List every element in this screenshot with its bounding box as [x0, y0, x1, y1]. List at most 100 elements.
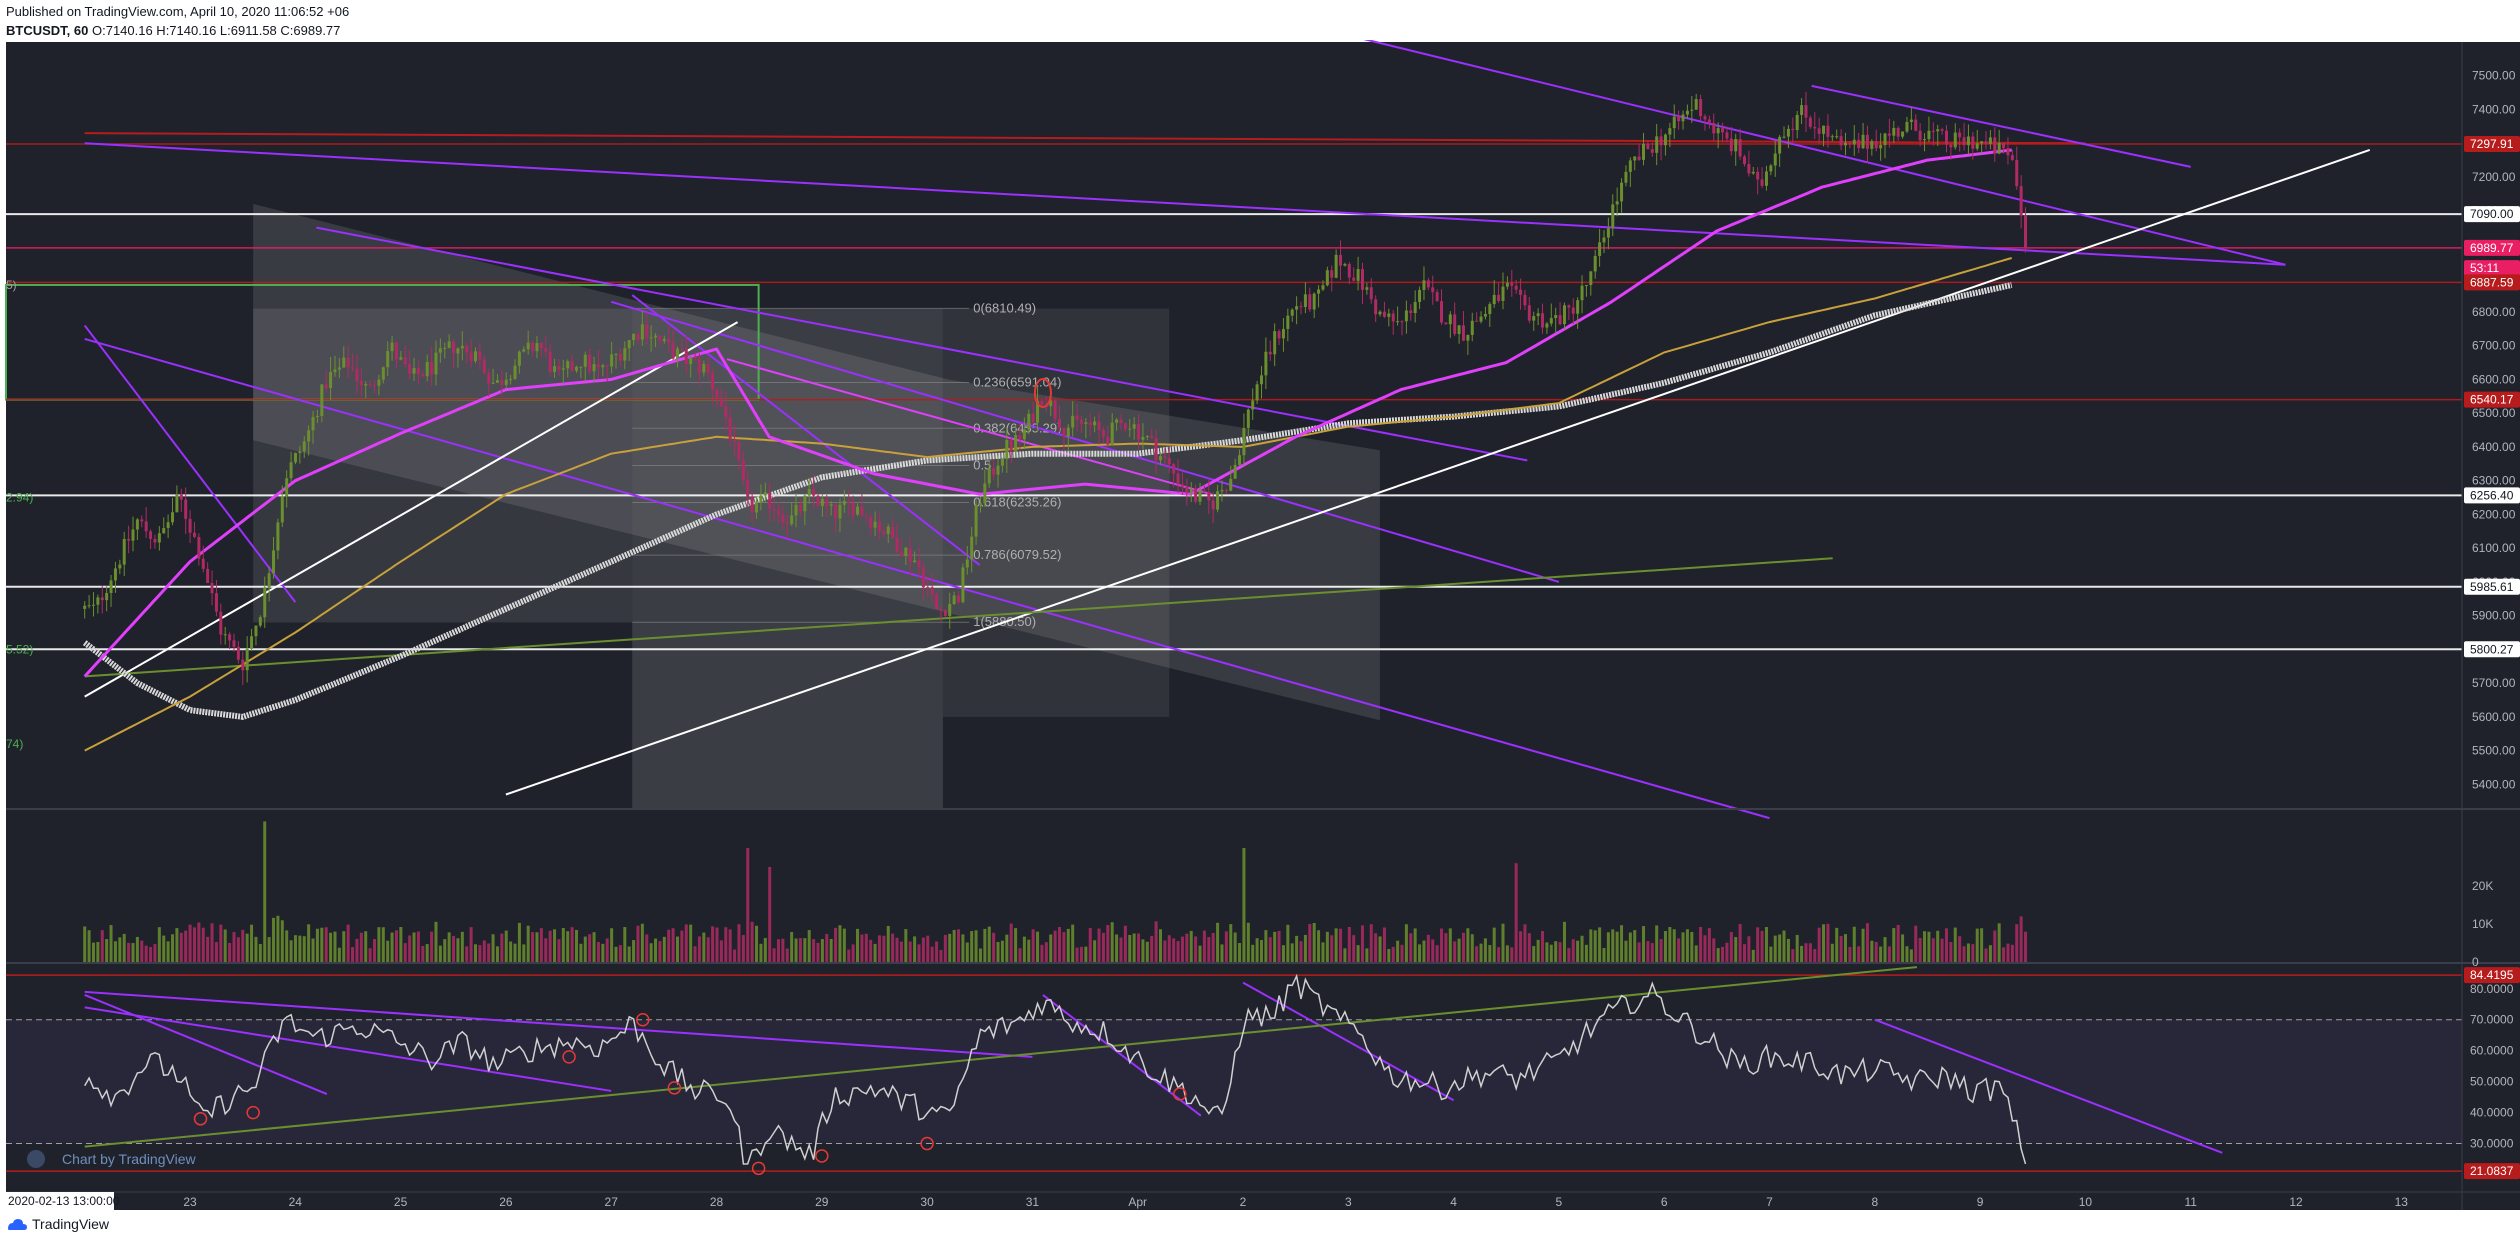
volume-bar — [1861, 928, 1865, 962]
candle-body — [548, 351, 552, 372]
trendline[interactable] — [1348, 40, 2286, 266]
candle-body — [1606, 228, 1610, 238]
candle-body — [149, 531, 153, 539]
volume-bar — [1839, 935, 1843, 962]
volume-bar — [1764, 927, 1768, 962]
candle-body — [728, 416, 732, 440]
candle-body — [1712, 122, 1716, 134]
candle-body — [1659, 136, 1663, 146]
trendline[interactable] — [83, 324, 297, 603]
time-axis-tick: 31 — [1026, 1195, 1040, 1209]
candle-body — [755, 502, 759, 513]
candle-body — [535, 343, 539, 352]
volume-axis-tick: 20K — [2472, 879, 2493, 893]
candle-body — [1255, 384, 1259, 401]
volume-bar — [1756, 927, 1760, 962]
candle-body — [1576, 300, 1580, 314]
trendline[interactable] — [1811, 84, 2191, 168]
volume-bar — [1685, 929, 1689, 962]
rsi-trendline[interactable] — [84, 990, 1033, 1058]
candle-body — [1295, 306, 1299, 310]
candle-body — [285, 478, 289, 497]
candle-body — [1374, 299, 1378, 315]
volume-bar — [921, 937, 925, 962]
trendline[interactable] — [84, 132, 2086, 145]
rsi-annotation-circle — [1173, 1087, 1187, 1101]
trendline[interactable] — [84, 557, 1833, 678]
candle-body — [1892, 127, 1896, 136]
candle-body — [864, 515, 868, 517]
candle-body — [553, 366, 557, 372]
trendline[interactable] — [84, 337, 1770, 820]
volume-bar — [1865, 923, 1869, 962]
rsi-axis-tick: 30.0000 — [2470, 1137, 2514, 1151]
rsi-axis-tick: 84.4195 — [2470, 968, 2514, 982]
volume-bar — [179, 932, 183, 962]
price-axis-tick: 7400.00 — [2472, 102, 2516, 116]
trendline[interactable] — [726, 358, 1212, 496]
volume-bar — [1492, 927, 1496, 962]
volume-bar — [1712, 938, 1716, 962]
candle-body — [1677, 116, 1681, 122]
candle-body — [1233, 464, 1237, 479]
rsi-pane[interactable] — [6, 966, 2462, 1176]
fib-level-label: 0(6810.49) — [973, 300, 1036, 315]
annotation-circle — [1033, 377, 1052, 408]
trendline[interactable] — [84, 321, 739, 698]
candle-body — [776, 510, 780, 515]
volume-bar — [1962, 946, 1966, 962]
volume-bar — [2002, 947, 2006, 962]
trendline[interactable] — [610, 300, 1560, 583]
candle-body — [302, 441, 306, 452]
trendline[interactable] — [505, 149, 2371, 796]
volume-bar — [535, 932, 539, 962]
volume-bar — [957, 929, 961, 962]
candle-body — [228, 634, 232, 641]
volume-bar — [1303, 934, 1307, 962]
price-pane[interactable]: 0(6810.49) 0.236(6591.04) 0.382(6455.29) 0.… — [5, 40, 2462, 820]
candle-body — [645, 324, 649, 338]
candle-body — [952, 595, 956, 604]
candle-body — [452, 341, 456, 354]
rsi-axis-tick: 21.0837 — [2470, 1164, 2514, 1178]
candle-body — [1734, 138, 1738, 152]
candle-body — [465, 345, 469, 353]
volume-bar — [640, 923, 644, 962]
candle-body — [1738, 138, 1742, 157]
candle-body — [1778, 136, 1782, 154]
rsi-trendline[interactable] — [84, 966, 1918, 1148]
volume-bar — [662, 936, 666, 962]
rsi-trendline[interactable] — [1874, 1018, 2223, 1154]
candle-body — [1966, 136, 1970, 146]
volume-bar — [610, 928, 614, 962]
candle-body — [856, 506, 860, 515]
candle-body — [737, 441, 741, 461]
volume-bar — [337, 947, 341, 962]
price-axis-tick: 6700.00 — [2472, 339, 2516, 353]
candle-body — [1435, 292, 1439, 302]
candle-body — [434, 352, 438, 375]
price-axis-tick: 5400.00 — [2472, 777, 2516, 791]
price-tag-label: 6256.40 — [2470, 488, 2514, 502]
volume-bar — [939, 950, 943, 962]
price-axis-tick: 7500.00 — [2472, 69, 2516, 83]
candle-body — [1444, 322, 1448, 325]
candle-body — [456, 348, 460, 354]
candle-body — [1663, 134, 1667, 146]
volume-bar — [891, 933, 895, 962]
candle-body — [399, 357, 403, 360]
rsi-trendline[interactable] — [84, 994, 328, 1095]
rsi-trendline[interactable] — [84, 1006, 612, 1092]
candle-body — [1694, 99, 1698, 110]
volume-bar — [1655, 925, 1659, 962]
volume-bar — [772, 948, 776, 962]
candle-body — [1343, 264, 1347, 266]
trading-chart[interactable]: 0(6810.49) 0.236(6591.04) 0.382(6455.29) 0.… — [0, 40, 2520, 1212]
moving-average-200 — [82, 282, 2013, 720]
volume-bar — [588, 934, 592, 962]
volume-bar — [171, 934, 175, 962]
trendline[interactable] — [631, 294, 981, 566]
trendline[interactable] — [84, 142, 2286, 266]
trendline[interactable] — [316, 226, 1528, 462]
volume-bar — [1843, 934, 1847, 962]
